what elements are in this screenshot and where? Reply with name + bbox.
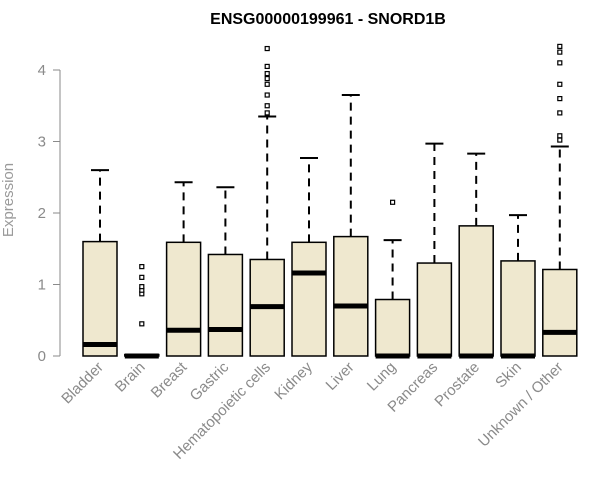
box-body: [542, 268, 578, 357]
y-tick-label: 1: [38, 277, 46, 294]
box-8: [416, 142, 453, 359]
outlier-point: [264, 110, 270, 116]
box-body: [500, 260, 536, 357]
x-tick-label: Skin: [492, 359, 525, 392]
chart-title: ENSG00000199961 - SNORD1B: [210, 11, 446, 28]
box-0: [82, 169, 118, 357]
outlier-point: [264, 45, 270, 52]
box-body: [374, 298, 411, 357]
box-body: [82, 240, 118, 357]
outlier-point: [139, 284, 145, 290]
x-tick-label: Liver: [323, 359, 358, 394]
y-axis-label: Expression: [0, 163, 17, 237]
outlier-point: [264, 63, 270, 70]
box-group: [82, 43, 578, 359]
outlier-point: [390, 199, 396, 205]
outlier-point: [264, 70, 270, 77]
box-body: [333, 235, 369, 357]
y-axis: 0 1 2 3 4: [38, 62, 61, 365]
outlier-point: [139, 264, 145, 270]
box-body: [207, 253, 244, 357]
box-1: [124, 264, 160, 359]
y-tick-label: 2: [38, 205, 46, 222]
box-3: [207, 186, 244, 357]
box-body: [416, 262, 453, 357]
x-tick-label: Prostate: [431, 359, 483, 411]
box-body: [458, 225, 494, 357]
outlier-point: [557, 110, 563, 116]
box-7: [374, 199, 411, 359]
x-tick-label: Lung: [364, 359, 400, 395]
outlier-point: [264, 103, 270, 109]
x-tick-label: Breast: [148, 358, 191, 401]
outlier-point: [557, 133, 563, 139]
y-tick-label: 3: [38, 134, 46, 151]
x-tick-label: Brain: [112, 359, 149, 396]
y-tick-label: 4: [38, 62, 46, 79]
box-2: [165, 181, 202, 357]
outlier-point: [557, 60, 563, 66]
outlier-point: [557, 43, 563, 50]
box-5: [291, 156, 327, 357]
outlier-point: [139, 321, 145, 327]
outlier-point: [264, 75, 270, 82]
outlier-point: [557, 49, 563, 55]
outlier-point: [139, 274, 145, 280]
box-6: [333, 94, 369, 357]
outlier-point: [557, 81, 563, 87]
outlier-point: [557, 95, 563, 102]
box-10: [500, 214, 536, 359]
x-tick-label: Kidney: [271, 358, 316, 403]
box-9: [458, 152, 494, 359]
x-tick-label: Bladder: [58, 359, 107, 408]
box-body: [291, 241, 327, 357]
box-4: [249, 45, 285, 357]
outlier-point: [264, 92, 270, 98]
outlier-point: [557, 137, 563, 143]
box-11: [542, 43, 578, 357]
y-tick-label: 0: [38, 348, 46, 365]
box-body: [165, 241, 202, 357]
outlier-point: [264, 81, 270, 87]
